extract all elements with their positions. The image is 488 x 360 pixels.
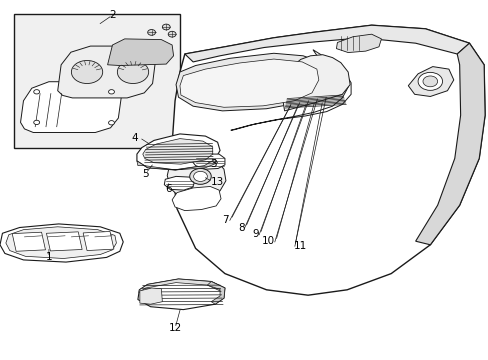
Polygon shape	[139, 279, 224, 293]
Text: 11: 11	[293, 240, 306, 251]
Polygon shape	[336, 34, 381, 53]
Text: 2: 2	[109, 10, 116, 20]
Polygon shape	[184, 25, 468, 62]
Polygon shape	[192, 154, 224, 169]
Polygon shape	[83, 231, 114, 251]
Circle shape	[147, 30, 155, 35]
Text: 12: 12	[168, 323, 182, 333]
Circle shape	[162, 24, 170, 30]
Circle shape	[422, 76, 437, 87]
Polygon shape	[137, 159, 217, 170]
Text: 8: 8	[237, 222, 244, 233]
Polygon shape	[207, 282, 224, 304]
Circle shape	[193, 171, 207, 181]
Polygon shape	[107, 39, 173, 66]
Polygon shape	[0, 224, 123, 262]
Text: 1: 1	[45, 252, 52, 262]
Polygon shape	[171, 25, 484, 295]
Circle shape	[71, 60, 102, 84]
Polygon shape	[180, 59, 318, 107]
Circle shape	[168, 31, 176, 37]
Polygon shape	[172, 186, 221, 211]
Text: 3: 3	[210, 159, 217, 169]
Text: 7: 7	[222, 215, 228, 225]
Polygon shape	[415, 43, 484, 245]
Text: 9: 9	[252, 229, 259, 239]
Polygon shape	[137, 134, 220, 170]
Text: 4: 4	[131, 132, 138, 143]
Circle shape	[108, 90, 114, 94]
Polygon shape	[58, 46, 155, 98]
Circle shape	[117, 60, 148, 84]
Polygon shape	[282, 55, 349, 111]
Polygon shape	[46, 232, 82, 251]
Text: 13: 13	[211, 177, 224, 187]
Polygon shape	[230, 50, 350, 130]
Circle shape	[417, 72, 442, 90]
Circle shape	[34, 90, 40, 94]
Circle shape	[34, 120, 40, 125]
Circle shape	[108, 121, 114, 125]
Polygon shape	[140, 288, 162, 304]
Polygon shape	[164, 176, 194, 190]
Text: 6: 6	[165, 184, 172, 194]
Polygon shape	[176, 53, 327, 111]
Polygon shape	[142, 139, 212, 164]
Polygon shape	[167, 153, 225, 200]
Polygon shape	[407, 67, 453, 96]
Bar	[14, 14, 180, 148]
Polygon shape	[138, 279, 224, 310]
Polygon shape	[12, 232, 45, 251]
Polygon shape	[20, 82, 121, 132]
Polygon shape	[6, 227, 116, 258]
Text: 10: 10	[261, 236, 274, 246]
Circle shape	[189, 168, 211, 184]
Text: 5: 5	[142, 168, 149, 179]
